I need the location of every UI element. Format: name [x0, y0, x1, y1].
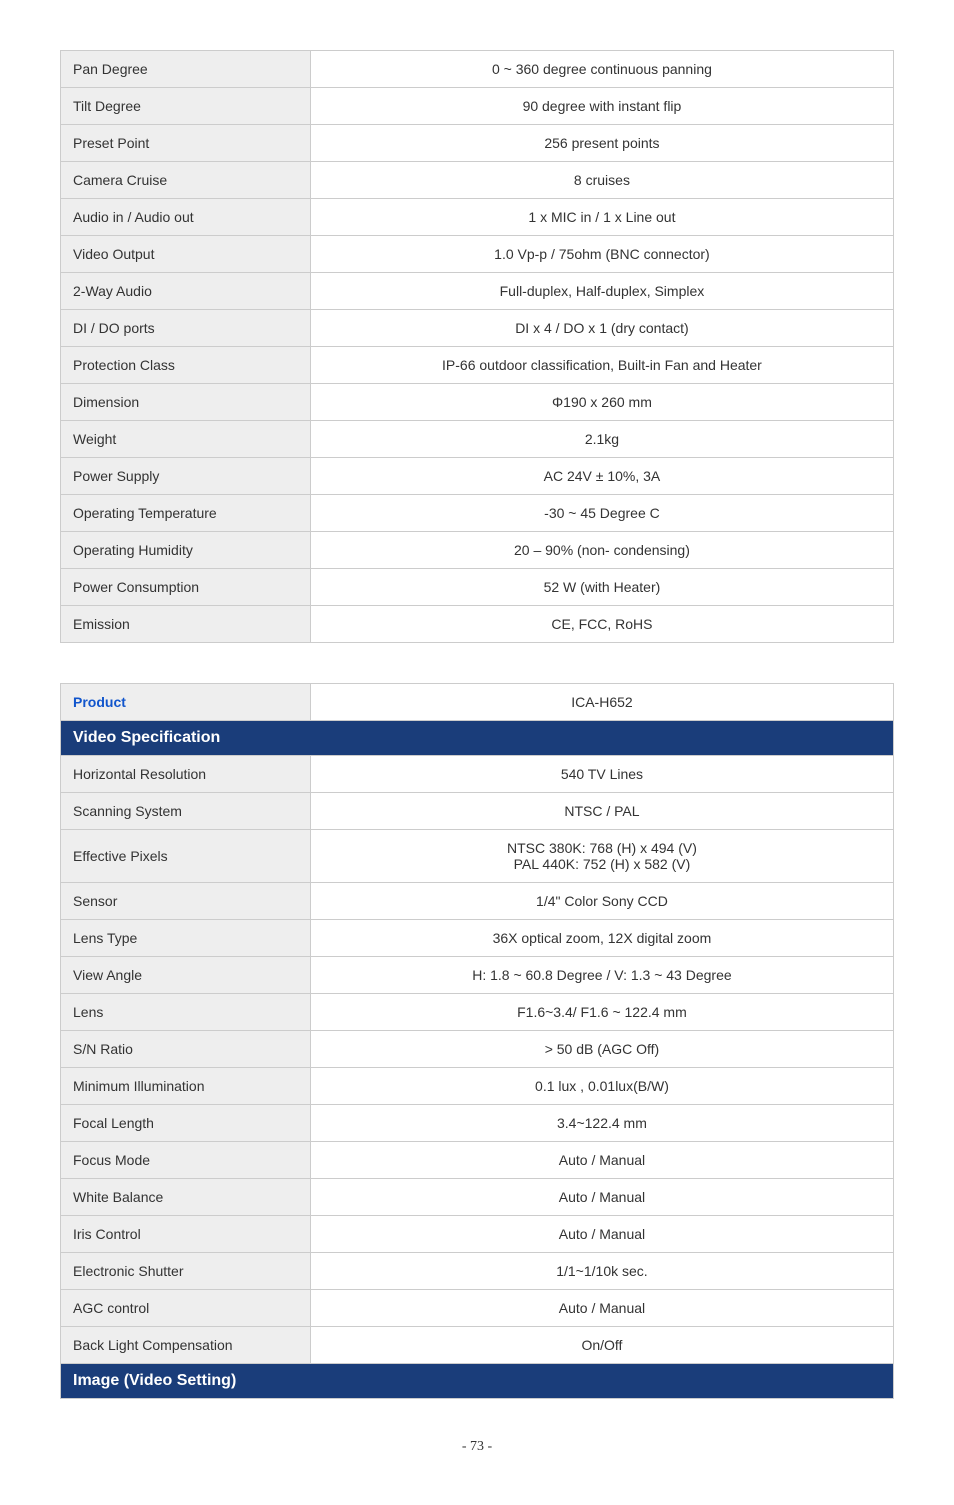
spec-value: 36X optical zoom, 12X digital zoom	[310, 920, 893, 957]
spec-label: View Angle	[61, 957, 311, 994]
spec-label: Scanning System	[61, 793, 311, 830]
spec-label: Iris Control	[61, 1216, 311, 1253]
spec-value: DI x 4 / DO x 1 (dry contact)	[310, 310, 893, 347]
spec-label: Effective Pixels	[61, 830, 311, 883]
spec-label: Power Consumption	[61, 569, 311, 606]
spec-label: Focal Length	[61, 1105, 311, 1142]
spec-value: NTSC / PAL	[310, 793, 893, 830]
spec-label: Pan Degree	[61, 51, 311, 88]
spec-value: Full-duplex, Half-duplex, Simplex	[310, 273, 893, 310]
spec-label: Tilt Degree	[61, 88, 311, 125]
spec-value: 256 present points	[310, 125, 893, 162]
spec-label: DI / DO ports	[61, 310, 311, 347]
spec-value: Auto / Manual	[310, 1290, 893, 1327]
spec-label: S/N Ratio	[61, 1031, 311, 1068]
spec-value: 52 W (with Heater)	[310, 569, 893, 606]
spec-value: Φ190 x 260 mm	[310, 384, 893, 421]
spec-label: Sensor	[61, 883, 311, 920]
section-image-setting: Image (Video Setting)	[61, 1364, 894, 1399]
spec-label: Audio in / Audio out	[61, 199, 311, 236]
spec-label: Operating Temperature	[61, 495, 311, 532]
spec-label: Lens Type	[61, 920, 311, 957]
spec-label: Emission	[61, 606, 311, 643]
spec-value: 90 degree with instant flip	[310, 88, 893, 125]
spec-label: Power Supply	[61, 458, 311, 495]
spec-value: 3.4~122.4 mm	[310, 1105, 893, 1142]
spec-value: > 50 dB (AGC Off)	[310, 1031, 893, 1068]
spec-value: 0.1 lux , 0.01lux(B/W)	[310, 1068, 893, 1105]
spec-value: 1/1~1/10k sec.	[310, 1253, 893, 1290]
spec-value: CE, FCC, RoHS	[310, 606, 893, 643]
spec-label: Protection Class	[61, 347, 311, 384]
spec-label: Electronic Shutter	[61, 1253, 311, 1290]
spec-value: 8 cruises	[310, 162, 893, 199]
spec-value: 1 x MIC in / 1 x Line out	[310, 199, 893, 236]
spec-value: Auto / Manual	[310, 1179, 893, 1216]
spec-label: Focus Mode	[61, 1142, 311, 1179]
spec-value: 1.0 Vp-p / 75ohm (BNC connector)	[310, 236, 893, 273]
spec-value: -30 ~ 45 Degree C	[310, 495, 893, 532]
spec-value: AC 24V ± 10%, 3A	[310, 458, 893, 495]
spec-label: 2-Way Audio	[61, 273, 311, 310]
spec-value: 1/4" Color Sony CCD	[310, 883, 893, 920]
spec-label: AGC control	[61, 1290, 311, 1327]
product-value: ICA-H652	[310, 684, 893, 721]
spec-value: NTSC 380K: 768 (H) x 494 (V) PAL 440K: 7…	[310, 830, 893, 883]
spec-label: Dimension	[61, 384, 311, 421]
page-number: - 73 -	[60, 1439, 894, 1455]
product-label: Product	[61, 684, 311, 721]
spec-value: Auto / Manual	[310, 1142, 893, 1179]
spec-label: Video Output	[61, 236, 311, 273]
section-video-spec: Video Specification	[61, 721, 894, 756]
spec-value: 540 TV Lines	[310, 756, 893, 793]
spec-value: F1.6~3.4/ F1.6 ~ 122.4 mm	[310, 994, 893, 1031]
spec-label: Operating Humidity	[61, 532, 311, 569]
spec-value: On/Off	[310, 1327, 893, 1364]
spec-value: 2.1kg	[310, 421, 893, 458]
spec-value: IP-66 outdoor classification, Built-in F…	[310, 347, 893, 384]
spec-label: White Balance	[61, 1179, 311, 1216]
spec-value: 0 ~ 360 degree continuous panning	[310, 51, 893, 88]
spec-label: Weight	[61, 421, 311, 458]
spec-label: Minimum Illumination	[61, 1068, 311, 1105]
spec-value: Auto / Manual	[310, 1216, 893, 1253]
spec-label: Lens	[61, 994, 311, 1031]
spec-label: Back Light Compensation	[61, 1327, 311, 1364]
spec-value: H: 1.8 ~ 60.8 Degree / V: 1.3 ~ 43 Degre…	[310, 957, 893, 994]
spec-label: Preset Point	[61, 125, 311, 162]
spec-label: Camera Cruise	[61, 162, 311, 199]
specs-table-1: Pan Degree0 ~ 360 degree continuous pann…	[60, 50, 894, 643]
specs-table-2: Product ICA-H652 Video Specification Hor…	[60, 683, 894, 1399]
spec-value: 20 – 90% (non- condensing)	[310, 532, 893, 569]
spec-label: Horizontal Resolution	[61, 756, 311, 793]
